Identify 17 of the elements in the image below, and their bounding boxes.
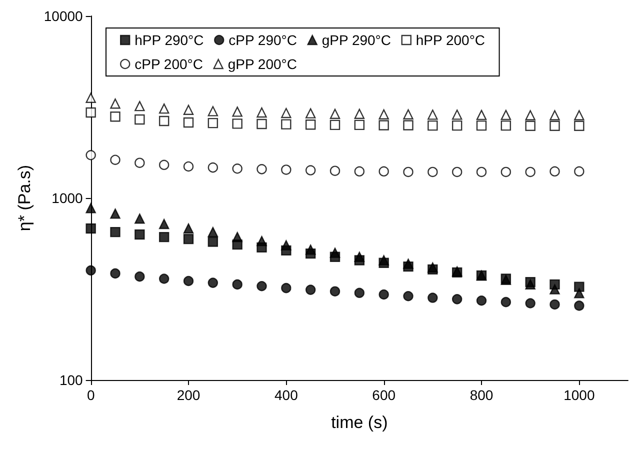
- legend-label: cPP 290°C: [228, 32, 298, 48]
- x-tick-label: 200: [176, 387, 200, 403]
- legend-label: hPP 200°C: [416, 32, 486, 48]
- legend-label: cPP 200°C: [134, 56, 203, 72]
- x-tick-label: 400: [274, 387, 298, 403]
- x-tick-label: 0: [86, 387, 95, 403]
- y-axis-title: η* (Pa.s): [15, 164, 34, 232]
- x-axis-title: time (s): [331, 413, 388, 432]
- legend-label: hPP 290°C: [134, 32, 204, 48]
- y-tick-label: 1000: [52, 190, 84, 206]
- legend-label: gPP 200°C: [228, 56, 298, 72]
- x-tick-label: 800: [470, 387, 494, 403]
- y-tick-label: 10000: [44, 8, 84, 24]
- x-tick-label: 1000: [564, 387, 595, 403]
- x-tick-label: 600: [372, 387, 396, 403]
- y-tick-label: 100: [59, 372, 84, 388]
- legend-label: gPP 290°C: [322, 32, 392, 48]
